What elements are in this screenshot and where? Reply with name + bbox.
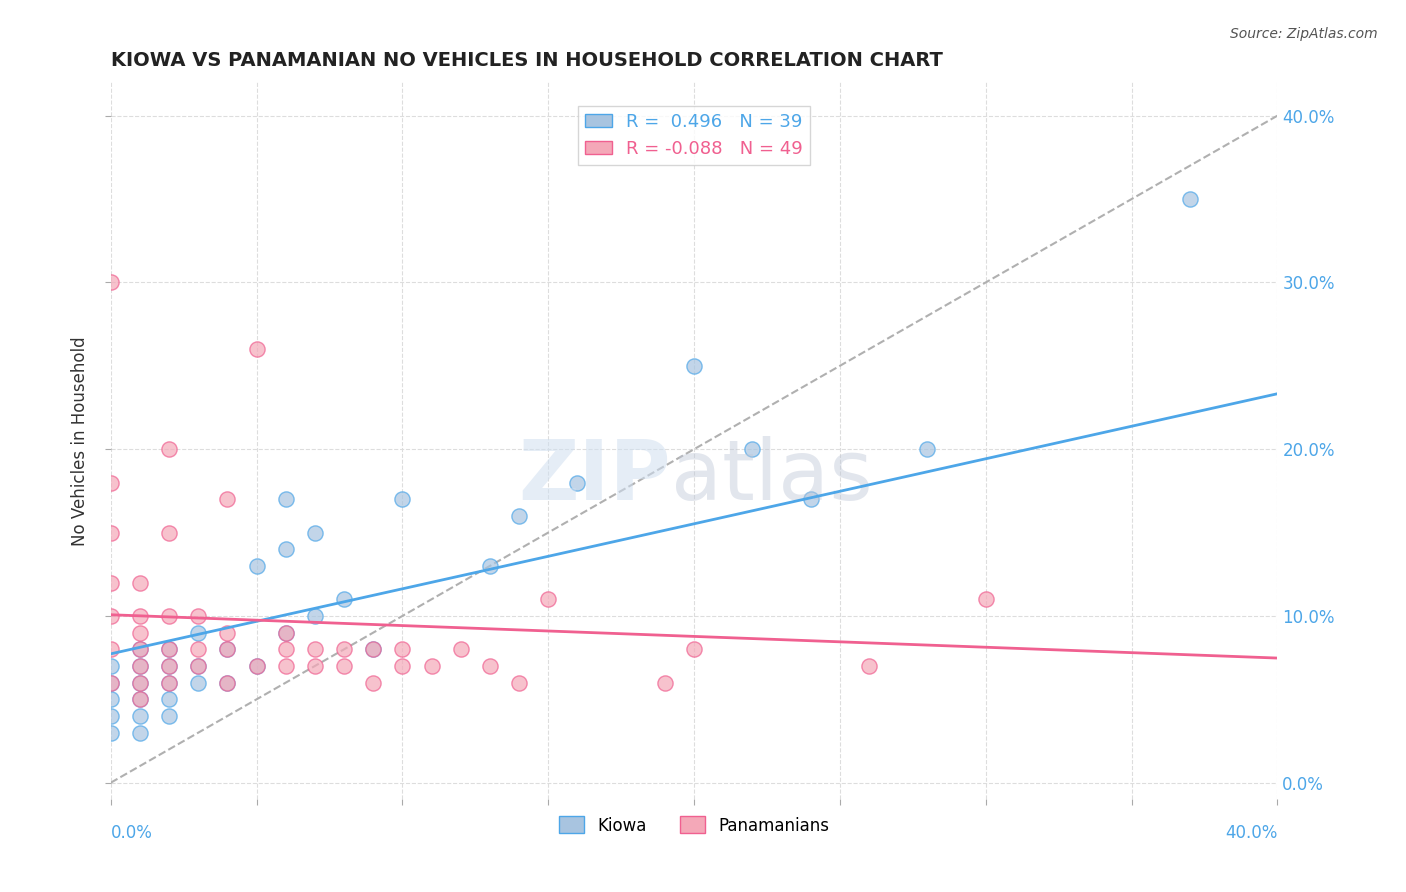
Text: ZIP: ZIP	[519, 436, 671, 517]
Point	[187, 642, 209, 657]
Point	[157, 675, 180, 690]
Point	[274, 642, 297, 657]
Point	[217, 642, 239, 657]
Point	[100, 675, 122, 690]
Point	[333, 659, 356, 673]
Point	[304, 525, 326, 540]
Point	[274, 659, 297, 673]
Point	[129, 709, 152, 723]
Point	[129, 625, 152, 640]
Point	[129, 675, 152, 690]
Point	[129, 675, 152, 690]
Point	[654, 675, 676, 690]
Point	[246, 659, 269, 673]
Point	[304, 642, 326, 657]
Point	[217, 625, 239, 640]
Text: Source: ZipAtlas.com: Source: ZipAtlas.com	[1230, 27, 1378, 41]
Point	[187, 675, 209, 690]
Point	[129, 609, 152, 624]
Point	[1178, 192, 1201, 206]
Point	[100, 575, 122, 590]
Point	[274, 492, 297, 507]
Point	[129, 659, 152, 673]
Point	[361, 642, 384, 657]
Point	[333, 592, 356, 607]
Point	[157, 675, 180, 690]
Point	[129, 692, 152, 706]
Point	[974, 592, 997, 607]
Point	[157, 659, 180, 673]
Point	[217, 675, 239, 690]
Legend: Kiowa, Panamanians: Kiowa, Panamanians	[553, 810, 837, 841]
Point	[567, 475, 589, 490]
Point	[100, 709, 122, 723]
Point	[508, 675, 530, 690]
Point	[420, 659, 443, 673]
Point	[157, 609, 180, 624]
Point	[129, 642, 152, 657]
Point	[157, 525, 180, 540]
Point	[304, 659, 326, 673]
Point	[100, 692, 122, 706]
Point	[450, 642, 472, 657]
Point	[683, 642, 706, 657]
Point	[129, 642, 152, 657]
Point	[246, 342, 269, 356]
Point	[391, 642, 413, 657]
Point	[157, 692, 180, 706]
Point	[333, 642, 356, 657]
Point	[274, 542, 297, 557]
Point	[361, 642, 384, 657]
Point	[100, 659, 122, 673]
Point	[361, 675, 384, 690]
Point	[274, 625, 297, 640]
Text: atlas: atlas	[671, 436, 873, 517]
Point	[508, 508, 530, 523]
Point	[187, 659, 209, 673]
Point	[217, 492, 239, 507]
Point	[246, 558, 269, 573]
Point	[304, 609, 326, 624]
Point	[478, 558, 501, 573]
Y-axis label: No Vehicles in Household: No Vehicles in Household	[72, 336, 89, 546]
Point	[157, 659, 180, 673]
Point	[217, 642, 239, 657]
Point	[741, 442, 763, 457]
Point	[157, 642, 180, 657]
Point	[100, 525, 122, 540]
Point	[187, 659, 209, 673]
Point	[129, 692, 152, 706]
Point	[800, 492, 823, 507]
Point	[391, 492, 413, 507]
Point	[187, 609, 209, 624]
Text: 40.0%: 40.0%	[1225, 824, 1278, 842]
Point	[129, 659, 152, 673]
Point	[100, 475, 122, 490]
Point	[683, 359, 706, 373]
Point	[917, 442, 939, 457]
Point	[858, 659, 880, 673]
Point	[274, 625, 297, 640]
Point	[157, 709, 180, 723]
Point	[100, 642, 122, 657]
Point	[100, 675, 122, 690]
Point	[187, 625, 209, 640]
Text: KIOWA VS PANAMANIAN NO VEHICLES IN HOUSEHOLD CORRELATION CHART: KIOWA VS PANAMANIAN NO VEHICLES IN HOUSE…	[111, 51, 942, 70]
Point	[157, 442, 180, 457]
Text: 0.0%: 0.0%	[111, 824, 153, 842]
Point	[100, 609, 122, 624]
Point	[100, 276, 122, 290]
Point	[157, 642, 180, 657]
Point	[129, 575, 152, 590]
Point	[246, 659, 269, 673]
Point	[217, 675, 239, 690]
Point	[129, 725, 152, 739]
Point	[478, 659, 501, 673]
Point	[537, 592, 560, 607]
Point	[100, 725, 122, 739]
Point	[391, 659, 413, 673]
